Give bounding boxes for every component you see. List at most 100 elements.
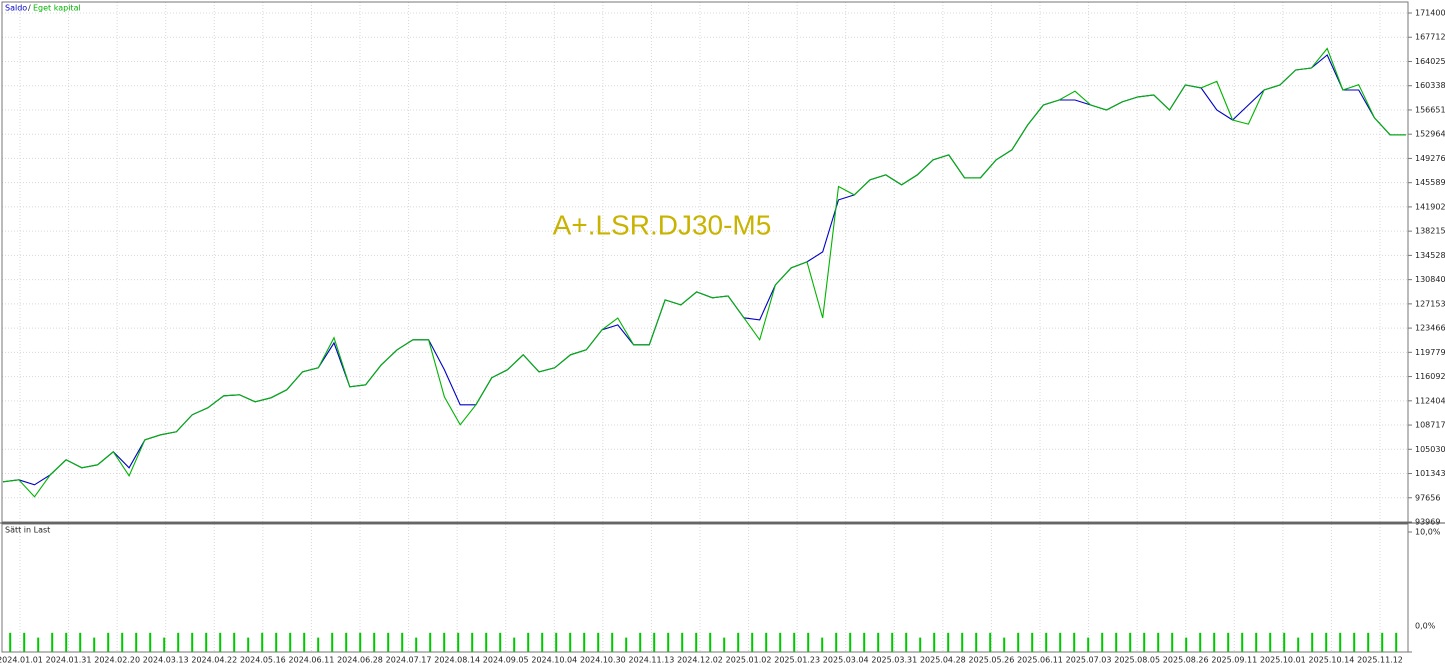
balance-panel: 171400 167712 164025 160338 156651 152964 1492… xyxy=(2,2,1445,527)
bar xyxy=(1227,632,1230,652)
bar xyxy=(471,632,474,652)
x-tick-label: 2024.06.28 xyxy=(337,656,383,665)
y-tick-label: 149276 xyxy=(1415,154,1445,163)
x-tick-label: 2024.02.20 xyxy=(94,656,140,665)
bar xyxy=(569,632,572,652)
bar xyxy=(905,632,908,652)
x-tick-label: 2024.10.04 xyxy=(531,656,577,665)
bar xyxy=(1199,632,1202,652)
bar xyxy=(177,632,180,652)
x-tick-label: 2024.01.31 xyxy=(46,656,92,665)
bar xyxy=(821,637,824,652)
bar xyxy=(527,632,530,652)
bar xyxy=(877,632,880,652)
bar xyxy=(331,632,334,652)
bar xyxy=(597,632,600,652)
bar xyxy=(1297,637,1300,652)
x-tick-label: 2024.03.13 xyxy=(143,656,189,665)
bar xyxy=(639,632,642,652)
legend-entry: Eget kapital xyxy=(33,4,81,13)
x-tick-label: 2025.09.11 xyxy=(1211,656,1257,665)
y-tick-label: 156651 xyxy=(1415,105,1445,114)
x-tick-label: 2025.06.11 xyxy=(1017,656,1063,665)
x-tick-label: 2025.07.03 xyxy=(1066,656,1112,665)
y-tick-label: 145589 xyxy=(1415,178,1445,187)
bar xyxy=(345,632,348,652)
y-tick-label: 0,0% xyxy=(1415,622,1436,631)
bar xyxy=(1129,632,1132,652)
bar xyxy=(961,632,964,652)
bar xyxy=(1115,632,1118,652)
bar xyxy=(37,637,40,652)
bar xyxy=(1339,632,1342,652)
bar xyxy=(765,632,768,652)
bar xyxy=(1353,632,1356,652)
y-tick-label: 10,0% xyxy=(1415,528,1441,537)
bar xyxy=(303,632,306,652)
y-tick-label: 127153 xyxy=(1415,299,1445,308)
bar xyxy=(989,632,992,652)
y-tick-label: 101343 xyxy=(1415,469,1445,478)
bar xyxy=(1311,632,1314,652)
bar xyxy=(1143,632,1146,652)
y-tick-label: 123466 xyxy=(1415,324,1445,333)
balance-frame xyxy=(1,1,1409,523)
y-tick-label: 130840 xyxy=(1415,275,1445,284)
bar xyxy=(709,632,712,652)
bar xyxy=(149,632,152,652)
bar xyxy=(1381,632,1384,652)
x-tick-label: 2025.08.05 xyxy=(1114,656,1160,665)
bar xyxy=(163,637,166,652)
load-panel: 10,0% 0,0% xyxy=(9,524,1441,653)
bar xyxy=(387,632,390,652)
bar xyxy=(513,637,516,652)
bar xyxy=(751,632,754,652)
bar xyxy=(107,632,110,652)
x-tick-label: 2024.11.13 xyxy=(629,656,675,665)
bar xyxy=(415,637,418,652)
x-tick-label: 2024.12.02 xyxy=(677,656,723,665)
bar xyxy=(555,632,558,652)
x-tick-label: 2025.10.01 xyxy=(1260,656,1306,665)
bar xyxy=(219,632,222,652)
x-tick-label: 2024.05.16 xyxy=(240,656,286,665)
x-tick-label: 2024.07.17 xyxy=(386,656,432,665)
bar xyxy=(1101,632,1104,652)
bar xyxy=(261,632,264,652)
legend-entry: Saldo xyxy=(5,4,27,13)
bar xyxy=(695,632,698,652)
bar xyxy=(1087,637,1090,652)
bar xyxy=(653,632,656,652)
y-tick-label: 108717 xyxy=(1415,421,1445,430)
bar xyxy=(723,637,726,652)
bar xyxy=(373,632,376,652)
bar xyxy=(1241,632,1244,652)
bar xyxy=(1017,632,1020,652)
bar xyxy=(1395,632,1398,652)
y-tick-label: 167712 xyxy=(1415,33,1445,42)
bar xyxy=(1213,632,1216,652)
bar xyxy=(247,637,250,652)
y-tick-label: 152964 xyxy=(1415,130,1445,139)
y-tick-label: 119779 xyxy=(1415,348,1445,357)
bar xyxy=(793,632,796,652)
bar xyxy=(233,632,236,652)
y-tick-label: 93969 xyxy=(1415,518,1440,527)
bar xyxy=(1367,632,1370,652)
bar xyxy=(1003,637,1006,652)
bar xyxy=(485,632,488,652)
bar xyxy=(499,632,502,652)
bar xyxy=(849,632,852,652)
bar xyxy=(1073,632,1076,652)
bar xyxy=(121,632,124,652)
y-tick-label: 138215 xyxy=(1415,227,1445,236)
bar xyxy=(457,632,460,652)
bar xyxy=(835,632,838,652)
bar xyxy=(51,632,54,652)
x-tick-label: 2025.01.23 xyxy=(774,656,820,665)
bar xyxy=(135,632,138,652)
x-tick-label: 2024.06.11 xyxy=(289,656,335,665)
bar xyxy=(93,637,96,652)
bar xyxy=(891,632,894,652)
